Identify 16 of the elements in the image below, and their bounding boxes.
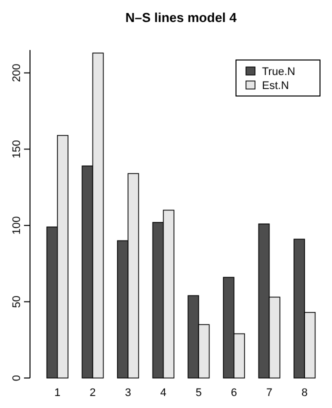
y-tick-label: 50 [11, 296, 23, 308]
y-tick-label: 100 [11, 216, 23, 235]
x-tick-label: 4 [160, 387, 166, 399]
y-tick-label: 200 [11, 64, 23, 82]
x-tick-label: 7 [266, 387, 272, 399]
x-tick-label: 8 [302, 387, 308, 399]
x-tick-label: 1 [54, 387, 60, 399]
legend-label: Est.N [262, 80, 289, 92]
y-tick-label: 0 [11, 374, 23, 382]
x-tick-label: 2 [90, 387, 96, 399]
y-tick-label: 150 [11, 140, 23, 158]
legend-label: True.N [262, 66, 296, 78]
x-tick-label: 5 [196, 387, 202, 399]
x-tick-label: 6 [230, 387, 238, 399]
chart-title: N–S lines model 4 [125, 10, 238, 25]
x-tick-label: 3 [124, 387, 132, 399]
